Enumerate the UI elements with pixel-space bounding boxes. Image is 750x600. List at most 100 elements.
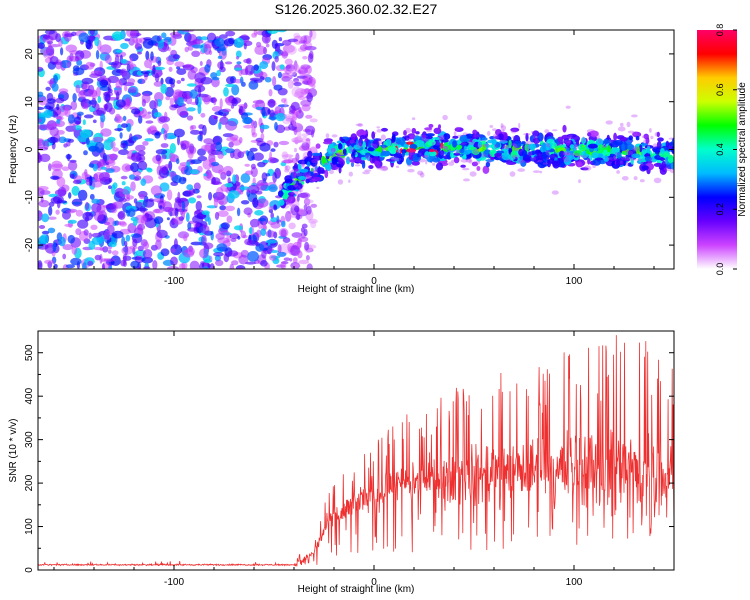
heatmap-cell (376, 129, 383, 133)
heatmap-cell (226, 215, 233, 224)
heatmap-cell (67, 234, 76, 244)
heatmap-cell (219, 98, 223, 109)
heatmap-cell (99, 44, 112, 55)
heatmap-cell (161, 166, 169, 176)
heatmap-cell (301, 136, 308, 144)
heatmap-cell (75, 84, 81, 94)
heatmap-cell (483, 154, 487, 157)
heatmap-cell (379, 165, 386, 168)
heatmap-cell (284, 165, 291, 171)
heatmap-cell (279, 64, 285, 70)
heatmap-cell (265, 239, 278, 244)
heatmap-cell (500, 139, 506, 143)
heatmap-cell (139, 206, 146, 213)
heatmap-cell (47, 136, 59, 144)
heatmap-cell (282, 154, 294, 158)
heatmap-cell (110, 255, 121, 266)
heatmap-cell (316, 167, 325, 174)
heatmap-cell (306, 161, 311, 168)
heatmap-cell (94, 141, 105, 153)
heatmap-cell (72, 67, 85, 76)
heatmap-cells (38, 30, 674, 269)
heatmap-cell (667, 158, 674, 162)
heatmap-cell (336, 152, 341, 158)
heatmap-cell (573, 150, 583, 157)
heatmap-cell (251, 132, 258, 138)
heatmap-cell (115, 91, 120, 101)
heatmap-cell (376, 126, 381, 129)
heatmap-cell (282, 184, 286, 188)
heatmap-cell (413, 135, 420, 142)
heatmap-cell (294, 147, 297, 153)
heatmap-cell (372, 139, 380, 149)
heatmap-cell (121, 123, 128, 128)
heatmap-cell (626, 121, 631, 128)
heatmap-cell (293, 167, 299, 172)
colorbar-tick-label: 0.8 (715, 24, 725, 37)
heatmap-cell (607, 152, 610, 157)
heatmap-cell (244, 238, 253, 246)
heatmap-cell (546, 157, 550, 160)
heatmap-cell (552, 160, 560, 169)
heatmap-cell (156, 229, 168, 239)
heatmap-cell (291, 172, 297, 178)
heatmap-cell (186, 184, 194, 191)
heatmap-cell (646, 145, 651, 154)
heatmap-cell (354, 156, 362, 164)
heatmap-cell (289, 258, 293, 262)
heatmap-cell (91, 198, 100, 204)
heatmap-cell (153, 99, 159, 109)
heatmap-cell (568, 139, 571, 144)
heatmap-cell (286, 45, 297, 55)
heatmap-cell (307, 53, 314, 63)
heatmap-cell (414, 140, 425, 148)
heatmap-cell (612, 156, 617, 159)
heatmap-cell (537, 159, 543, 163)
heatmap-cell (374, 160, 380, 167)
heatmap-cell (61, 166, 70, 171)
heatmap-cell (148, 198, 154, 202)
heatmap-cell (541, 151, 550, 160)
heatmap-cell (176, 68, 187, 75)
heatmap-cell (153, 216, 164, 224)
heatmap-cell (649, 157, 653, 162)
heatmap-cell (473, 134, 481, 138)
heatmap-cell (438, 151, 444, 159)
heatmap-cell (50, 175, 60, 180)
heatmap-cell (545, 142, 549, 147)
heatmap-cell (537, 160, 547, 169)
heatmap-cell (489, 136, 495, 140)
x-tick-label: 100 (566, 577, 583, 588)
heatmap-cell (606, 157, 613, 160)
heatmap-cell (265, 43, 270, 48)
heatmap-cell (545, 150, 551, 156)
heatmap-cell (305, 125, 316, 136)
heatmap-cell (120, 175, 128, 180)
heatmap-cell (528, 143, 536, 150)
heatmap-cell (592, 134, 596, 138)
heatmap-cell (104, 104, 108, 111)
heatmap-cell (102, 246, 109, 253)
heatmap-cell (200, 36, 208, 41)
heatmap-cell (64, 223, 73, 227)
heatmap-cell (127, 208, 136, 218)
heatmap-cell (107, 84, 112, 93)
heatmap-cell (291, 68, 297, 76)
heatmap-cell (532, 134, 536, 139)
heatmap-cell (630, 157, 634, 165)
heatmap-cell (357, 123, 364, 127)
heatmap-cell (346, 157, 353, 162)
heatmap-cell (247, 251, 259, 262)
heatmap-cell (153, 66, 166, 71)
heatmap-cell (253, 30, 258, 36)
heatmap-cell (38, 199, 50, 208)
heatmap-cell (127, 78, 136, 84)
heatmap-cell (102, 263, 105, 269)
heatmap-cell (459, 149, 465, 154)
heatmap-cell (361, 161, 366, 169)
heatmap-cell (182, 30, 195, 33)
heatmap-cell (94, 36, 100, 47)
heatmap-cell (627, 156, 635, 161)
heatmap-cell (261, 106, 266, 117)
heatmap-cell (246, 57, 252, 65)
